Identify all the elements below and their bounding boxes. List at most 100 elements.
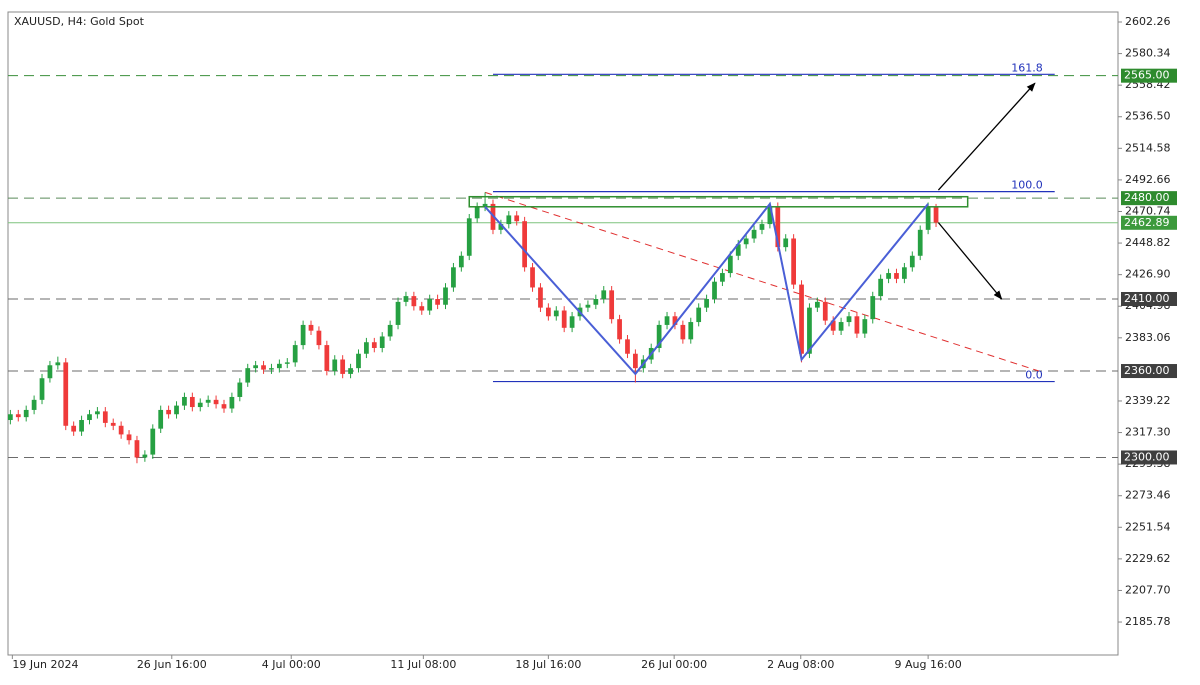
y-tick-label: 2339.22 [1125,394,1171,407]
candle-body [435,298,440,305]
candle-body [150,428,156,455]
candle-body [680,324,686,340]
candle-body [284,362,290,364]
candle-body [110,422,116,426]
candle-body [561,310,567,328]
candle-body [364,342,369,354]
arrow [937,82,1036,191]
candle-body [118,425,124,435]
candle-body [292,345,298,363]
candle-body [862,319,868,334]
candle-body [767,206,773,225]
y-tick-label: 2317.30 [1125,426,1171,439]
candle-body [245,368,251,383]
level-label-box [1121,291,1177,306]
candle-body [39,378,45,400]
level-label-box [1121,364,1177,379]
candle-body [902,267,907,279]
candle-body [633,353,638,369]
candle-body [886,273,891,279]
candle-body [8,414,13,421]
fib-label: 0.0 [1025,369,1043,382]
candle-body [482,203,488,207]
candle-body [474,206,480,219]
candle-body [854,316,860,334]
candle-body [387,324,393,337]
candle-body [759,224,765,230]
candle-body [585,304,591,308]
candle-body [593,298,599,305]
candle-body [933,206,939,223]
candle-body [411,296,417,307]
candle-body [221,404,227,409]
candle-body [712,281,717,299]
x-tick-label: 26 Jun 16:00 [137,658,207,671]
y-tick-label: 2229.62 [1125,552,1171,565]
candle-body [775,206,781,248]
candle-body [316,330,322,346]
candle-body [197,402,203,408]
candle-body [182,396,187,406]
candle-body [688,322,694,340]
candle-body [538,287,543,308]
x-tick-label: 11 Jul 08:00 [390,658,456,671]
level-label: 2360.00 [1124,364,1170,377]
candle-body [205,399,211,403]
candle-body [102,411,108,423]
candle-body [451,267,456,288]
candle-body [166,409,171,415]
y-tick-label: 2580.34 [1125,47,1171,60]
candle-body [601,290,607,299]
y-tick-label: 2470.74 [1125,204,1171,217]
candle-body [522,221,528,268]
w-pattern [484,201,929,376]
candle-body [134,440,140,458]
candle-body [514,215,520,222]
arrow [937,222,1003,300]
level-label-box [1121,450,1177,465]
y-tick-label: 2185.78 [1125,615,1171,628]
candle-body [894,273,899,279]
candle-body [79,420,84,432]
x-tick-label: 26 Jul 00:00 [641,658,707,671]
x-tick-label: 18 Jul 16:00 [515,658,581,671]
candle-body [917,229,923,256]
y-tick-label: 2207.70 [1125,583,1171,596]
candle-body [348,368,353,374]
y-tick-label: 2514.58 [1125,141,1171,154]
level-label: 2462.89 [1124,216,1170,229]
candle-body [213,399,219,405]
level-label-box [1121,68,1177,83]
x-tick-label: 19 Jun 2024 [12,658,78,671]
resistance-zone [468,195,969,208]
candle-body [23,409,29,418]
candle-body [300,324,306,346]
candle-body [324,345,330,372]
candle-body [506,215,512,225]
candle-body [87,414,92,421]
candle-body [822,301,828,321]
y-tick-label: 2602.26 [1125,15,1171,28]
candle-body [229,396,235,409]
fib-label: 161.8 [1011,61,1043,74]
candle-body [308,324,314,331]
candle-body [458,255,464,268]
candle-body [466,218,472,256]
candle-body [878,278,884,297]
candle-body [735,244,741,256]
level-label: 2300.00 [1124,450,1170,463]
x-tick-label: 2 Aug 08:00 [767,658,834,671]
candle-body [15,414,21,418]
candle-body [530,267,535,288]
candle-body [189,396,195,408]
candle-body [276,363,282,369]
candle-body [672,316,678,325]
candle-body [71,425,77,432]
trend-line [484,191,1040,372]
chart-title: XAUUSD, H4: Gold Spot [14,15,145,28]
candle-body [814,301,820,308]
y-tick-label: 2426.90 [1125,268,1171,281]
candle-body [664,316,670,325]
